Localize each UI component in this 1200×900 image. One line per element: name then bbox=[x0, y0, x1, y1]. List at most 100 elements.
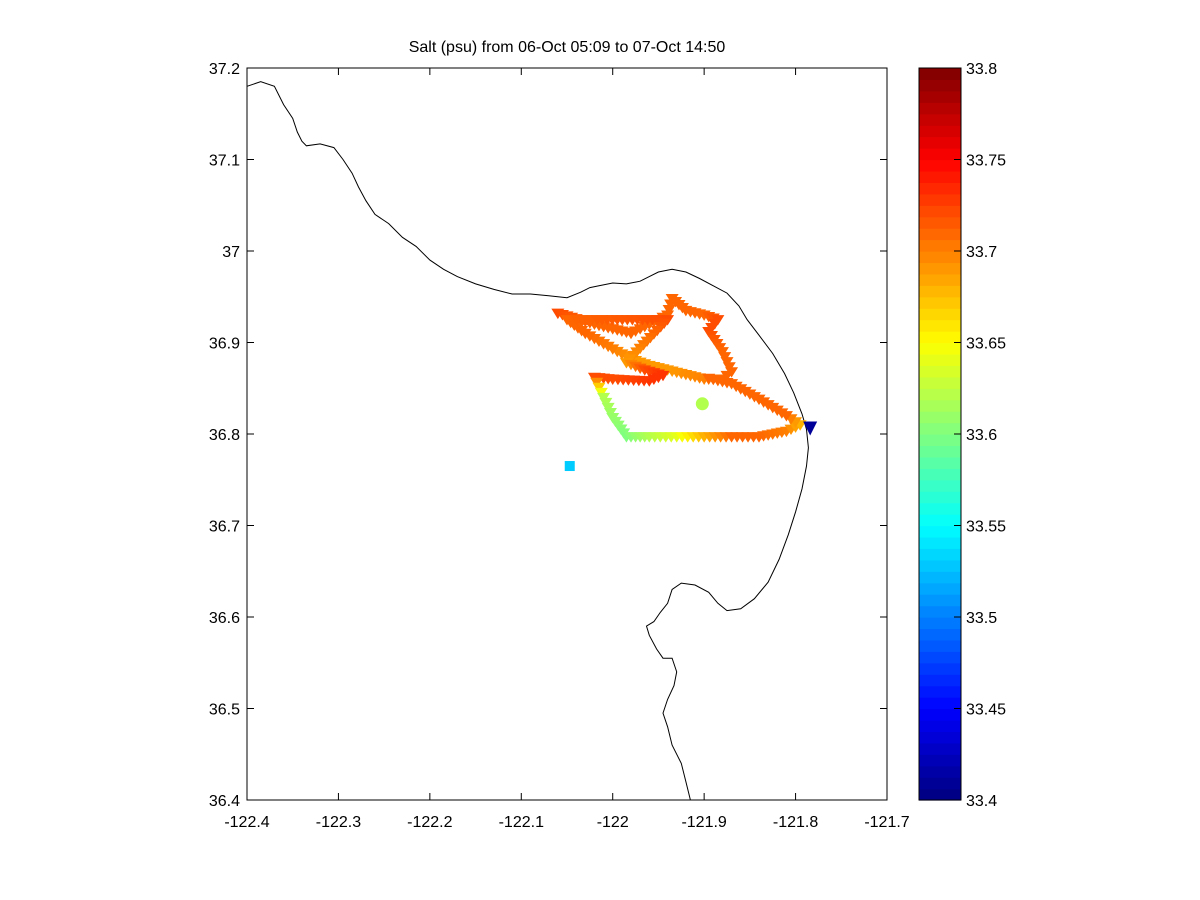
y-tick-label: 37 bbox=[222, 244, 240, 261]
colorbar-swatch bbox=[919, 697, 961, 710]
colorbar-swatch bbox=[919, 296, 961, 309]
colorbar-swatch bbox=[919, 731, 961, 744]
coastline bbox=[246, 81, 809, 801]
colorbar-swatch bbox=[919, 159, 961, 172]
colorbar-swatch bbox=[919, 491, 961, 504]
colorbar-swatch bbox=[919, 468, 961, 481]
colorbar-swatch bbox=[919, 365, 961, 378]
colorbar-swatch bbox=[919, 388, 961, 401]
x-tick-label: -121.9 bbox=[681, 814, 726, 831]
colorbar-swatch bbox=[919, 136, 961, 149]
x-tick-label: -122.3 bbox=[316, 814, 361, 831]
colorbar-swatch bbox=[919, 411, 961, 424]
y-axis: 36.4 36.5 36.6 36.7 36.8 36.9 37 37.1 37.2 bbox=[209, 61, 887, 810]
x-tick-label: -122 bbox=[597, 814, 629, 831]
colorbar-swatch bbox=[919, 479, 961, 492]
colorbar-swatch bbox=[919, 239, 961, 252]
x-tick-label: -122.4 bbox=[224, 814, 269, 831]
colorbar-swatch bbox=[919, 228, 961, 241]
colorbar-swatch bbox=[919, 216, 961, 229]
colorbar-swatch bbox=[919, 559, 961, 572]
colorbar-swatch bbox=[919, 125, 961, 138]
colorbar-swatch bbox=[919, 342, 961, 355]
y-tick-label: 36.9 bbox=[209, 336, 240, 353]
colorbar-swatch bbox=[919, 582, 961, 595]
colorbar bbox=[918, 67, 962, 801]
colorbar-swatch bbox=[919, 193, 961, 206]
colorbar-swatch bbox=[919, 525, 961, 538]
colorbar-swatch bbox=[919, 90, 961, 103]
colorbar-swatch bbox=[919, 788, 961, 801]
track-point bbox=[702, 373, 716, 385]
colorbar-swatch bbox=[919, 685, 961, 698]
colorbar-tick-label: 33.55 bbox=[966, 519, 1006, 536]
colorbar-swatch bbox=[919, 571, 961, 584]
colorbar-swatch bbox=[919, 719, 961, 732]
y-tick-label: 37.1 bbox=[209, 153, 240, 170]
colorbar-swatch bbox=[919, 765, 961, 778]
colorbar-swatch bbox=[919, 742, 961, 755]
colorbar-swatch bbox=[919, 308, 961, 321]
colorbar-swatch bbox=[919, 170, 961, 183]
colorbar-swatch bbox=[919, 617, 961, 630]
colorbar-swatch bbox=[919, 502, 961, 515]
colorbar-tick-label: 33.45 bbox=[966, 702, 1006, 719]
colorbar-swatch bbox=[919, 536, 961, 549]
colorbar-tick-label: 33.7 bbox=[966, 244, 997, 261]
x-tick-label: -122.1 bbox=[499, 814, 544, 831]
track-layer bbox=[551, 294, 807, 443]
colorbar-swatch bbox=[919, 594, 961, 607]
colorbar-swatch bbox=[919, 674, 961, 687]
marker-layer bbox=[564, 397, 818, 472]
y-tick-label: 36.6 bbox=[209, 610, 240, 627]
x-tick-label: -121.8 bbox=[773, 814, 818, 831]
colorbar-swatch bbox=[919, 102, 961, 115]
colorbar-swatch bbox=[919, 708, 961, 721]
colorbar-swatch bbox=[919, 662, 961, 675]
chart-title: Salt (psu) from 06-Oct 05:09 to 07-Oct 1… bbox=[409, 39, 726, 56]
track-point bbox=[662, 305, 676, 316]
x-tick-label: -121.7 bbox=[864, 814, 909, 831]
colorbar-swatch bbox=[919, 434, 961, 447]
colorbar-axis: 33.4 33.45 33.5 33.55 33.6 33.65 33.7 33.75 33.8 bbox=[954, 61, 1006, 810]
colorbar-swatch bbox=[919, 273, 961, 286]
colorbar-tick-label: 33.65 bbox=[966, 336, 1006, 353]
colorbar-swatch bbox=[919, 639, 961, 652]
colorbar-swatch bbox=[919, 651, 961, 664]
coastline-layer bbox=[246, 81, 809, 801]
colorbar-swatch bbox=[919, 605, 961, 618]
colorbar-swatch bbox=[919, 113, 961, 126]
x-tick-label: -122.2 bbox=[407, 814, 452, 831]
colorbar-swatch bbox=[919, 353, 961, 366]
colorbar-swatch bbox=[919, 445, 961, 458]
y-tick-label: 36.7 bbox=[209, 519, 240, 536]
y-tick-label: 36.4 bbox=[209, 793, 240, 810]
mooring-marker bbox=[564, 461, 575, 472]
colorbar-swatch bbox=[919, 68, 961, 81]
colorbar-swatch bbox=[919, 514, 961, 527]
colorbar-tick-label: 33.6 bbox=[966, 427, 997, 444]
colorbar-swatch bbox=[919, 754, 961, 767]
x-axis: -122.4 -122.3 -122.2 -122.1 -122 -121.9 -121.8… bbox=[224, 68, 910, 831]
colorbar-swatch bbox=[919, 376, 961, 389]
colorbar-swatch bbox=[919, 456, 961, 469]
colorbar-swatch bbox=[919, 319, 961, 332]
colorbar-tick-label: 33.4 bbox=[966, 793, 997, 810]
colorbar-swatch bbox=[919, 777, 961, 790]
y-tick-label: 36.8 bbox=[209, 427, 240, 444]
colorbar-swatch bbox=[919, 182, 961, 195]
colorbar-swatch bbox=[919, 148, 961, 161]
colorbar-swatch bbox=[919, 205, 961, 218]
start-marker bbox=[803, 421, 818, 436]
colorbar-swatch bbox=[919, 331, 961, 344]
y-tick-label: 36.5 bbox=[209, 702, 240, 719]
colorbar-tick-label: 33.5 bbox=[966, 610, 997, 627]
colorbar-swatch bbox=[919, 399, 961, 412]
colorbar-tick-label: 33.8 bbox=[966, 61, 997, 78]
colorbar-swatch bbox=[919, 285, 961, 298]
colorbar-swatch bbox=[919, 262, 961, 275]
buoy-marker bbox=[695, 397, 709, 411]
colorbar-swatch bbox=[919, 251, 961, 264]
colorbar-swatch bbox=[919, 548, 961, 561]
